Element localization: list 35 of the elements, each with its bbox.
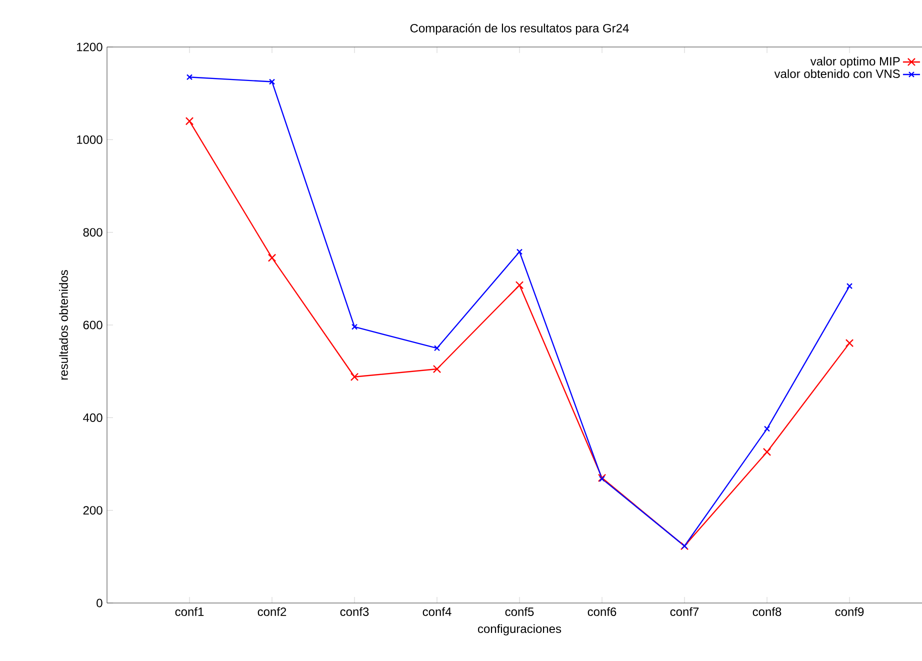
x-tick-label: conf3: [340, 607, 369, 616]
point: [432, 364, 442, 374]
y-tick-label: 400: [83, 413, 102, 422]
point: [350, 372, 359, 382]
point: [434, 345, 440, 352]
x-tick-label: conf2: [258, 607, 286, 616]
point: [764, 426, 770, 432]
x-tick-label: conf5: [505, 607, 534, 616]
x-tick-label: conf7: [670, 607, 699, 616]
x-tick-label: conf9: [835, 607, 864, 616]
chart-title: Comparación de los resultatos para Gr24: [410, 23, 629, 35]
x-tick-label: conf4: [422, 607, 452, 616]
y-tick-label: 1200: [77, 42, 102, 52]
y-tick-label: 800: [83, 228, 102, 237]
y-tick-label: 200: [83, 506, 102, 515]
x-tick-label: conf8: [752, 607, 782, 616]
x-tick-label: conf6: [588, 607, 616, 616]
x-axis-title: configuraciones: [478, 624, 562, 636]
point: [516, 248, 523, 255]
point: [351, 324, 358, 330]
point: [186, 74, 193, 80]
point: [185, 117, 194, 126]
point: [268, 254, 276, 262]
point: [268, 78, 276, 85]
point: [846, 283, 853, 290]
legend-label: valor obtenido con VNS: [774, 69, 900, 78]
y-tick-label: 0: [96, 598, 102, 608]
legend-label: valor optimo MIP: [810, 56, 900, 68]
y-tick-label: 1000: [77, 135, 102, 144]
point: [515, 281, 524, 290]
y-axis-title: resultados obtenidos: [59, 270, 68, 380]
point: [845, 338, 854, 348]
x-tick-label: conf1: [175, 607, 204, 616]
y-tick-label: 600: [83, 320, 102, 330]
point: [762, 448, 772, 456]
